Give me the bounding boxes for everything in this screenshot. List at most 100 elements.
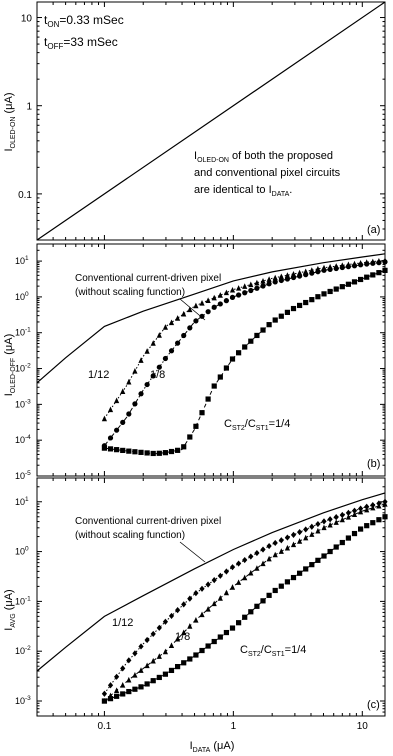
panel-c-marker-triangle: [223, 589, 230, 596]
y-tick-exponent: -5: [25, 470, 31, 477]
panel-b-marker-triangle: [150, 340, 156, 346]
panel-b-marker-triangle: [229, 286, 236, 293]
panel-b-marker-square: [156, 450, 162, 456]
panel-c-marker-square: [205, 643, 211, 649]
annotation-line2: and conventional pixel circuits: [194, 167, 341, 179]
annotation-line3: are identical to IDATA.: [194, 184, 292, 198]
panel-b-marker-circle: [199, 313, 205, 319]
panel-c-marker-square: [290, 574, 297, 581]
panel-c-marker-square: [120, 691, 126, 697]
panel-c-marker-diamond: [278, 537, 284, 544]
panel-c-marker-square: [132, 686, 138, 692]
panel-b-marker-square: [187, 434, 193, 440]
panel-b-marker-circle: [260, 283, 266, 289]
panel-c-marker-triangle: [266, 555, 272, 562]
panel-b-marker-circle: [138, 391, 144, 397]
panel-c-marker-triangle: [181, 629, 187, 636]
panel-c-marker-diamond: [156, 624, 162, 631]
panel-c-marker-diamond: [101, 690, 108, 697]
panel-c-marker-square: [114, 693, 120, 699]
panel-c-marker-square: [162, 671, 169, 677]
panel-b-marker-triangle: [284, 272, 291, 278]
panel-c-marker-diamond: [236, 560, 242, 567]
panel-b-marker-triangle: [248, 281, 254, 288]
panel-c-marker-diamond: [333, 514, 339, 521]
panel-b-marker-circle: [248, 287, 254, 294]
panel-c-marker-diamond: [260, 546, 266, 553]
ratio-label-b-12: 1/12: [88, 369, 109, 381]
panel-a-series-line-0: [36, 1, 386, 241]
panel-c-frame: [36, 477, 386, 717]
y-tick-exponent: -2: [25, 363, 31, 370]
panel-c-marker-triangle: [211, 600, 217, 607]
panel-b-marker-circle: [309, 270, 315, 276]
panel-c-marker-square: [181, 660, 187, 666]
ratio-label-c-8: 1/8: [175, 631, 190, 643]
panel-b-marker-square: [327, 288, 333, 295]
panel-c-marker-diamond: [266, 542, 272, 550]
y-tick-label: 10: [15, 497, 25, 507]
panel-c-marker-diamond: [345, 509, 352, 516]
y-tick-label: 10: [15, 646, 25, 656]
panel-c-marker-square: [126, 688, 132, 695]
panel-a-xticks: [36, 2, 363, 240]
panel-c-marker-diamond: [211, 577, 217, 584]
ratio-label-b-8: 1/8: [150, 369, 165, 381]
panel-c-marker-square: [156, 674, 162, 681]
panel-c-marker-square: [236, 620, 242, 626]
panel-b-marker-circle: [107, 435, 114, 441]
panel-c-marker-triangle: [351, 511, 358, 518]
panel-b-marker-triangle: [175, 315, 181, 321]
panel-c-marker-diamond: [193, 590, 199, 597]
panel-c-marker-square: [168, 667, 175, 674]
panel-b-marker-circle: [370, 260, 376, 266]
panel-c-marker-square: [138, 684, 144, 690]
panel-b-marker-triangle: [187, 306, 193, 313]
panel-b-marker-circle: [382, 259, 388, 265]
panel-c-marker-triangle: [162, 648, 169, 655]
panel-b-marker-square: [144, 450, 150, 456]
y-tick-label: 10: [15, 364, 25, 374]
panel-b-marker-triangle: [272, 274, 278, 281]
panel-b-ylabel: IOLED-OFF (μA): [3, 334, 17, 397]
y-tick-exponent: -4: [25, 434, 31, 441]
y-tick-exponent: 1: [25, 496, 29, 503]
panel-c-marker-diamond: [229, 564, 236, 571]
panel-b-marker-circle: [358, 262, 364, 268]
panel-b-marker-square: [309, 297, 315, 303]
panel-b-marker-circle: [315, 269, 321, 275]
panel-b-marker-circle: [333, 265, 339, 272]
y-tick-label: 10: [15, 256, 25, 266]
panel-b-marker-circle: [345, 264, 352, 270]
panel-c-marker-square: [321, 553, 327, 559]
panel-c-marker-square: [144, 681, 150, 687]
panel-b-marker-circle: [187, 325, 193, 331]
y-tick-label: 10: [15, 292, 25, 302]
panel-b-marker-square: [370, 272, 376, 278]
panel-c-marker-square: [223, 629, 230, 636]
panel-b-marker-square: [290, 305, 297, 312]
panel-b-marker-circle: [376, 260, 382, 266]
panel-c-marker-square: [284, 579, 291, 585]
panel-b-marker-triangle: [162, 324, 169, 330]
panel-c-marker-triangle: [370, 504, 376, 511]
ratio-label-c-4: CST2/CST1=1/4: [240, 644, 306, 658]
panel-b-marker-triangle: [193, 302, 199, 309]
panel-b-marker-square: [229, 356, 236, 362]
panel-c-marker-diamond: [181, 601, 187, 608]
panel-b-marker-triangle: [223, 289, 230, 296]
panel-c-series: [36, 492, 388, 704]
panel-c-marker-diamond: [217, 572, 223, 579]
panel-b-series-line-0: [36, 253, 386, 384]
panel-c-marker-square: [297, 570, 303, 576]
panel-c-marker-diamond: [150, 630, 156, 638]
panel-b-frame: [36, 243, 386, 477]
panel-b-marker-square: [223, 365, 230, 371]
panel-c-series-line-0: [36, 492, 386, 672]
panel-c-marker-triangle: [272, 551, 278, 558]
panel-b-marker-square: [107, 446, 114, 452]
panel-b-marker-triangle: [266, 276, 272, 282]
panel-b-marker-square: [321, 291, 327, 297]
panel-b-marker-square: [205, 396, 211, 402]
